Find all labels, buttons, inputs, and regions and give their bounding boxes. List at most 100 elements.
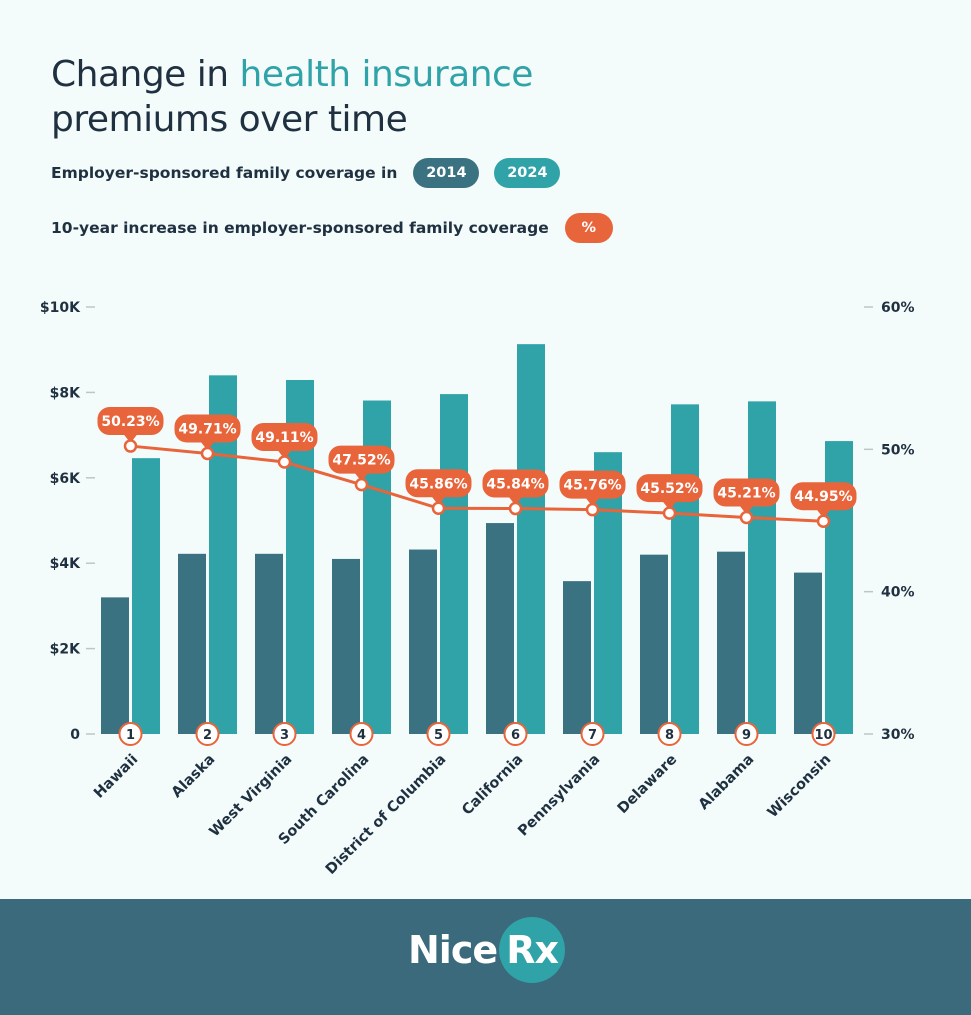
logo-rx-circle: Rx <box>499 917 566 983</box>
category-label: California <box>459 752 526 819</box>
rank-number: 9 <box>742 728 751 743</box>
bar-line-chart: 0 $2K $4K $6K $8K $10K 30% 40% 50% 60% 50.23% 49.71… <box>40 300 915 878</box>
bar-2024 <box>748 401 776 734</box>
rank-badge <box>349 722 374 746</box>
bar-2014 <box>563 581 591 734</box>
y-tick-label: $8K <box>50 385 81 401</box>
percent-label: 50.23% <box>101 414 159 430</box>
title-line2: premiums over time <box>51 99 408 140</box>
category-label: Delaware <box>615 751 681 817</box>
percent-point <box>816 514 831 528</box>
percent-point <box>508 501 523 516</box>
legend-percent-pill: % <box>564 213 613 243</box>
nicerx-logo: Nice Rx <box>408 917 566 983</box>
percent-label-pointer <box>200 441 215 451</box>
rank-badge <box>426 722 451 746</box>
percent-label-pointer <box>431 496 446 506</box>
title-highlight: health insurance <box>239 54 534 95</box>
y2-tick-label: 60% <box>881 300 915 316</box>
bar-2014 <box>178 553 206 734</box>
y2-tick-label: 40% <box>881 585 915 601</box>
legend-line-label: 10-year increase in employer-sponsored f… <box>51 219 549 237</box>
category-label: West Virginia <box>207 752 296 841</box>
rank-number: 5 <box>434 728 443 743</box>
y-tick-label: $4K <box>50 556 81 572</box>
percent-label-bg <box>636 474 703 503</box>
y2-tick-label: 30% <box>881 727 915 743</box>
y2-tick-label: 50% <box>881 442 915 458</box>
legend-bars-label: Employer-sponsored family coverage in <box>51 164 398 182</box>
rank-badge <box>272 722 297 746</box>
y-tick-label: $6K <box>50 471 81 487</box>
legend-2024-pill: 2024 <box>494 158 561 188</box>
percent-label-bg <box>251 423 318 452</box>
percent-label: 45.86% <box>409 476 467 492</box>
bar-2024 <box>594 452 622 734</box>
legend-bars: Employer-sponsored family coverage in 20… <box>51 158 561 188</box>
bar-2014 <box>717 551 745 734</box>
percent-label: 45.76% <box>563 478 621 494</box>
percent-label: 47.52% <box>332 453 390 469</box>
rank-number: 6 <box>511 728 520 743</box>
percent-point <box>123 439 138 453</box>
percent-label-pointer <box>354 472 369 482</box>
legend-2014-pill: 2014 <box>413 158 480 188</box>
bar-2014 <box>101 597 129 734</box>
bar-2014 <box>486 523 514 734</box>
category-label: Hawaii <box>91 752 141 802</box>
rank-badge <box>657 722 682 746</box>
percent-label-bg <box>713 478 780 507</box>
percent-label: 45.21% <box>717 486 775 502</box>
rank-number: 3 <box>280 728 289 743</box>
category-label: Alaska <box>169 752 219 802</box>
y-tick-label: $2K <box>50 642 81 658</box>
percent-label: 45.84% <box>486 477 544 493</box>
percent-line <box>130 444 824 523</box>
percent-label: 49.71% <box>178 421 236 437</box>
percent-point <box>354 477 369 492</box>
percent-label: 45.52% <box>640 481 698 497</box>
bar-2014 <box>332 558 360 734</box>
bar-2024 <box>440 394 468 734</box>
rank-number: 4 <box>357 728 366 743</box>
percent-label: 49.11% <box>255 430 313 446</box>
category-label: Alabama <box>696 752 758 814</box>
percent-label-bg <box>97 407 164 436</box>
percent-label-bg <box>790 482 857 511</box>
percent-label-pointer <box>123 434 138 444</box>
bar-2014 <box>640 554 668 734</box>
rank-badge <box>118 722 143 746</box>
percent-label-bg <box>559 470 626 499</box>
rank-number: 8 <box>665 728 674 743</box>
rank-badge <box>195 722 220 746</box>
legend-line: 10-year increase in employer-sponsored f… <box>51 213 613 243</box>
percent-point <box>200 446 215 461</box>
rank-badge <box>580 722 605 746</box>
rank-number: 2 <box>203 728 212 743</box>
category-label: Wisconsin <box>765 752 835 822</box>
logo-text-nice: Nice <box>408 928 498 972</box>
bar-2014 <box>409 549 437 734</box>
percent-point <box>739 510 754 525</box>
footer-bar <box>0 899 971 1015</box>
percent-point <box>277 455 292 469</box>
percent-label-pointer <box>277 450 292 460</box>
percent-label-pointer <box>739 505 754 515</box>
percent-label-pointer <box>662 501 677 511</box>
title-part1: Change in <box>51 54 240 95</box>
percent-label: 44.95% <box>794 489 852 505</box>
bar-2024 <box>517 344 545 734</box>
bar-2014 <box>794 572 822 734</box>
percent-point <box>585 502 600 517</box>
bar-2024 <box>132 458 160 734</box>
percent-label-bg <box>482 469 549 498</box>
category-label: Pennsylvania <box>515 752 603 840</box>
percent-label-pointer <box>585 497 600 507</box>
bar-2014 <box>255 553 283 734</box>
y-tick-label: 0 <box>70 727 80 743</box>
percent-label-pointer <box>816 509 831 519</box>
rank-number: 1 <box>126 728 135 743</box>
rank-number: 7 <box>588 728 597 743</box>
rank-number: 10 <box>814 728 832 743</box>
percent-label-pointer <box>508 496 523 506</box>
